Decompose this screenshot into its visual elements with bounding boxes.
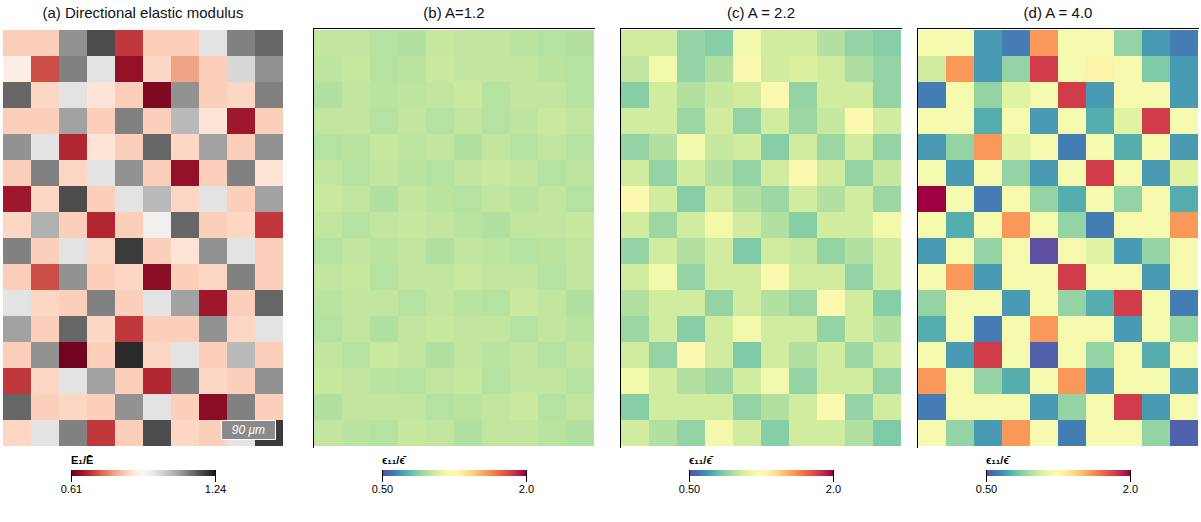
html-text:90 μm: 90 μm: [231, 423, 265, 437]
svg-text:0.50: 0.50: [976, 483, 997, 495]
svg-text:0.50: 0.50: [372, 483, 393, 495]
svg-text:0.61: 0.61: [61, 483, 82, 495]
html-text:(b) A=1.2: (b) A=1.2: [423, 4, 485, 21]
svg-text:0.50: 0.50: [679, 483, 700, 495]
html-text:(c) A = 2.2: (c) A = 2.2: [727, 4, 795, 21]
html-text:(a) Directional elastic modulu: (a) Directional elastic modulus: [42, 4, 244, 21]
svg-text:ϵ₁₁/ϵ̄: ϵ₁₁/ϵ̄: [689, 454, 714, 466]
svg-text:ϵ₁₁/ϵ̄: ϵ₁₁/ϵ̄: [382, 454, 407, 466]
html-text:(d) A = 4.0: (d) A = 4.0: [1023, 4, 1093, 21]
svg-text:E₁/Ē: E₁/Ē: [71, 454, 93, 466]
svg-text:1.24: 1.24: [205, 483, 226, 495]
svg-text:2.0: 2.0: [826, 483, 841, 495]
svg-text:2.0: 2.0: [519, 483, 534, 495]
svg-text:ϵ₁₁/ϵ̄: ϵ₁₁/ϵ̄: [986, 454, 1011, 466]
svg-text:2.0: 2.0: [1123, 483, 1138, 495]
